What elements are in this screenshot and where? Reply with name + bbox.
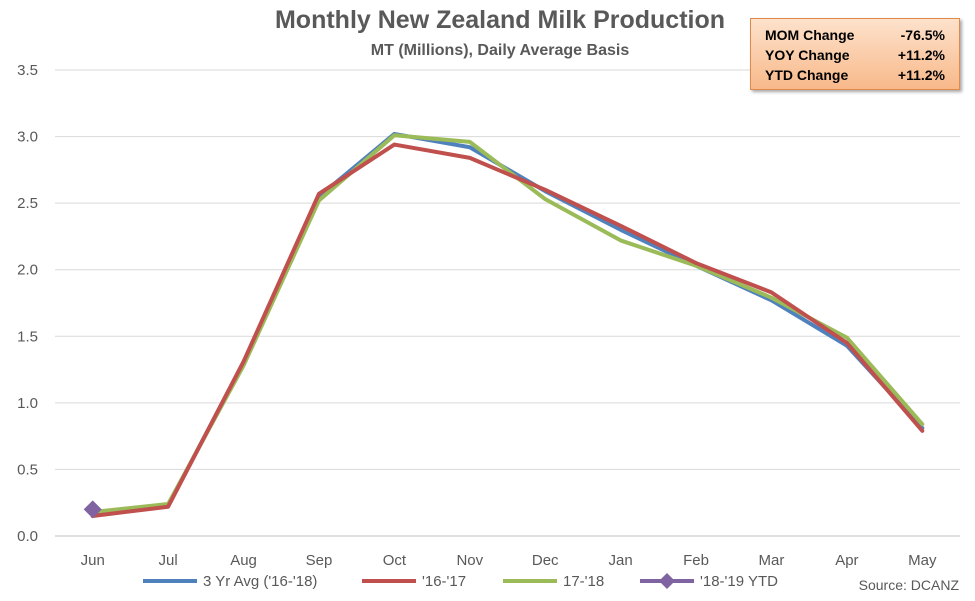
series-line-'16-'17 bbox=[90, 142, 925, 519]
legend-label: '16-'17 bbox=[422, 573, 466, 590]
stat-row-ytd: YTD Change +11.2% bbox=[765, 65, 945, 85]
legend-label: '18-'19 YTD bbox=[700, 573, 778, 590]
y-tick-label: 2.5 bbox=[17, 195, 38, 212]
stat-label: YTD Change bbox=[765, 67, 849, 83]
stat-row-mom: MOM Change -76.5% bbox=[765, 25, 945, 45]
source-note: Source: DCANZ bbox=[858, 577, 959, 593]
change-stats-box: MOM Change -76.5% YOY Change +11.2% YTD … bbox=[750, 18, 960, 90]
chart-title: Monthly New Zealand Milk Production bbox=[274, 6, 726, 34]
stat-value: +11.2% bbox=[897, 47, 945, 63]
y-tick-label: 3.0 bbox=[17, 129, 38, 146]
x-tick-label: Dec bbox=[532, 552, 559, 569]
chart-subtitle: MT (Millions), Daily Average Basis bbox=[370, 42, 630, 59]
x-tick-label: Mar bbox=[759, 552, 785, 569]
y-tick-label: 0.5 bbox=[17, 461, 38, 478]
x-tick-label: Apr bbox=[835, 552, 858, 569]
x-tick-label: May bbox=[908, 552, 937, 569]
y-tick-label: 1.5 bbox=[17, 328, 38, 345]
series-lines bbox=[83, 131, 925, 519]
y-tick-label: 3.5 bbox=[17, 62, 38, 79]
x-tick-label: Sep bbox=[306, 552, 333, 569]
series-line-17-'18 bbox=[90, 133, 925, 515]
y-tick-label: 2.0 bbox=[17, 262, 38, 279]
y-tick-label: 0.0 bbox=[17, 528, 38, 545]
x-tick-label: Jul bbox=[159, 552, 178, 569]
x-tick-label: Nov bbox=[456, 552, 483, 569]
stat-value: -76.5% bbox=[900, 27, 945, 43]
x-tick-label: Oct bbox=[383, 552, 407, 569]
series-line-3 Yr Avg ('16-'18) bbox=[90, 131, 925, 516]
x-axis-tick-labels: Jun Jul Aug Sep Oct Nov Dec Jan Feb Mar Apr May bbox=[81, 552, 937, 569]
stat-value: +11.2% bbox=[897, 67, 945, 83]
gridlines bbox=[55, 69, 960, 537]
x-tick-label: Jun bbox=[81, 552, 105, 569]
x-tick-label: Aug bbox=[230, 552, 257, 569]
legend: 3 Yr Avg ('16-'18) '16-'17 17-'18 '18-'19 Y… bbox=[143, 573, 778, 590]
y-tick-label: 1.0 bbox=[17, 395, 38, 412]
legend-label: 3 Yr Avg ('16-'18) bbox=[203, 573, 317, 590]
y-axis-tick-labels: 0.0 0.5 1.0 1.5 2.0 2.5 3.0 3.5 bbox=[17, 62, 38, 545]
x-tick-label: Feb bbox=[683, 552, 709, 569]
legend-marker bbox=[659, 573, 675, 589]
stat-label: YOY Change bbox=[765, 47, 850, 63]
stat-label: MOM Change bbox=[765, 27, 855, 43]
x-tick-label: Jan bbox=[609, 552, 633, 569]
legend-label: 17-'18 bbox=[563, 573, 604, 590]
stat-row-yoy: YOY Change +11.2% bbox=[765, 45, 945, 65]
marker-point-'18-'19 YTD bbox=[83, 500, 102, 519]
